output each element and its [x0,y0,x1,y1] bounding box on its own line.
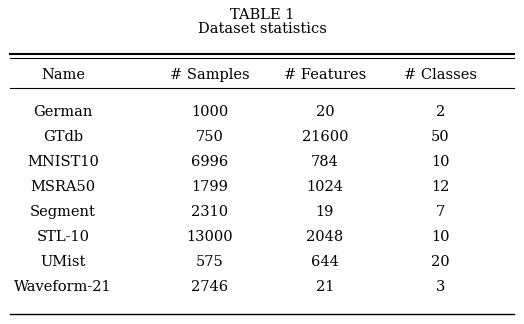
Text: 2: 2 [435,105,445,119]
Text: 20: 20 [315,105,334,119]
Text: 2310: 2310 [191,205,228,219]
Text: Segment: Segment [30,205,96,219]
Text: 21: 21 [315,280,334,294]
Text: 19: 19 [315,205,334,219]
Text: 750: 750 [195,130,224,144]
Text: TABLE 1: TABLE 1 [230,8,294,22]
Text: 20: 20 [431,255,450,269]
Text: 50: 50 [431,130,450,144]
Text: Name: Name [41,68,85,82]
Text: German: German [33,105,93,119]
Text: 10: 10 [431,155,450,169]
Text: # Classes: # Classes [403,68,477,82]
Text: 3: 3 [435,280,445,294]
Text: 13000: 13000 [187,230,233,244]
Text: 575: 575 [196,255,223,269]
Text: Dataset statistics: Dataset statistics [198,22,326,36]
Text: 21600: 21600 [302,130,348,144]
Text: MSRA50: MSRA50 [30,180,95,194]
Text: 2746: 2746 [191,280,228,294]
Text: 1000: 1000 [191,105,228,119]
Text: 10: 10 [431,230,450,244]
Text: # Samples: # Samples [170,68,249,82]
Text: UMist: UMist [40,255,85,269]
Text: 12: 12 [431,180,450,194]
Text: 6996: 6996 [191,155,228,169]
Text: # Features: # Features [284,68,366,82]
Text: 2048: 2048 [306,230,344,244]
Text: 784: 784 [311,155,339,169]
Text: GTdb: GTdb [43,130,83,144]
Text: Waveform-21: Waveform-21 [14,280,112,294]
Text: STL-10: STL-10 [36,230,90,244]
Text: MNIST10: MNIST10 [27,155,99,169]
Text: 7: 7 [435,205,445,219]
Text: 1799: 1799 [191,180,228,194]
Text: 1024: 1024 [307,180,343,194]
Text: 644: 644 [311,255,339,269]
